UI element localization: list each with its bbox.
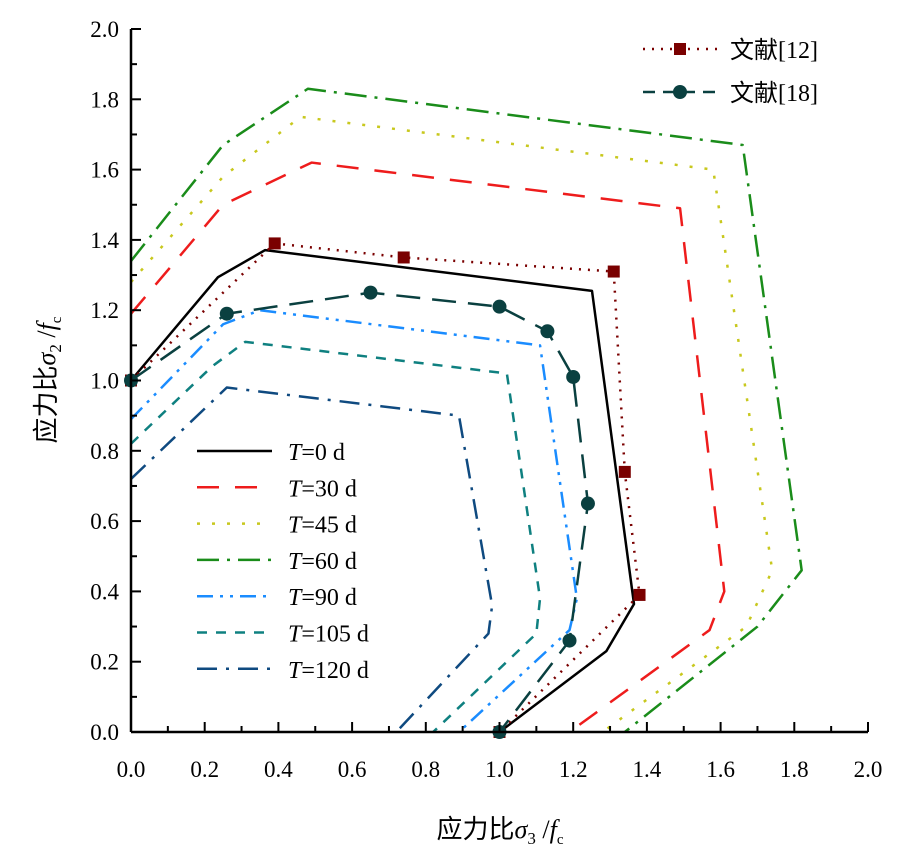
y-tick-label: 0.0 [90,720,119,745]
x-tick-label: 2.0 [854,757,883,782]
circle-marker [492,299,507,314]
y-axis-title: 应力比σ2 /fc [32,316,65,443]
y-tick-label: 1.4 [90,228,119,253]
circle-marker [363,285,378,300]
series-line-t-30-d [130,161,726,734]
x-tick-label: 0.6 [338,757,367,782]
square-marker [674,43,686,55]
circle-marker [673,85,687,99]
legend-left: T=0 d T=30 d T=45 d T=60 d T=90 d T=105 d T=12… [197,440,369,684]
circle-marker [219,306,234,321]
x-tick-label: 1.8 [780,757,809,782]
x-tick-label: 0.2 [190,757,219,782]
legend-right: 文献[12] 文献[18] [643,37,818,107]
y-tick-label: 1.2 [90,298,119,323]
y-tick-label: 1.8 [90,87,119,112]
y-tick-label: 1.0 [90,369,119,394]
legend-label: T=105 d [288,622,369,648]
square-marker [268,237,281,250]
square-marker [607,265,620,278]
series-line-t-120-d [130,386,494,733]
legend-label: T=60 d [288,549,357,575]
legend-label: T=120 d [288,658,369,684]
square-marker [397,251,410,264]
circle-marker [540,324,555,339]
x-tick-label: 1.4 [633,757,662,782]
y-tick-label: 0.2 [90,650,119,675]
y-tick-label: 0.6 [90,509,119,534]
legend-label: T=90 d [288,585,357,611]
legend-label: 文献[12] [730,37,818,64]
y-tick-label: 1.6 [90,158,119,183]
plot-lines [124,87,803,739]
circle-marker [580,496,595,511]
circle-marker [562,633,577,648]
x-axis-title: 应力比σ3 /fc [437,815,564,848]
y-tick-label: 0.4 [90,579,119,604]
axes: 0.0 0.2 0.4 0.6 0.8 1.0 1.2 1.4 1.6 1.8 2.0 0.0 0.2 0… [90,17,882,782]
series-line-t-60-d [130,87,803,733]
series-line-t-45-d [130,115,774,734]
square-marker [618,465,631,478]
legend-label: T=45 d [288,513,357,539]
legend-label: T=0 d [288,440,345,466]
series-line-t-0-d [130,248,636,733]
x-tick-label: 1.6 [706,757,735,782]
x-tick-label: 1.0 [485,757,514,782]
legend-label: T=30 d [288,476,357,502]
x-tick-label: 0.8 [411,757,440,782]
x-tick-label: 0.0 [117,757,146,782]
y-tick-label: 2.0 [90,17,119,42]
series-line-t-90-d [130,308,579,733]
square-marker [633,588,646,601]
legend-label: 文献[18] [730,80,818,107]
x-tick-label: 0.4 [264,757,293,782]
x-tick-label: 1.2 [559,757,588,782]
circle-marker [566,369,581,384]
y-tick-label: 0.8 [90,439,119,464]
